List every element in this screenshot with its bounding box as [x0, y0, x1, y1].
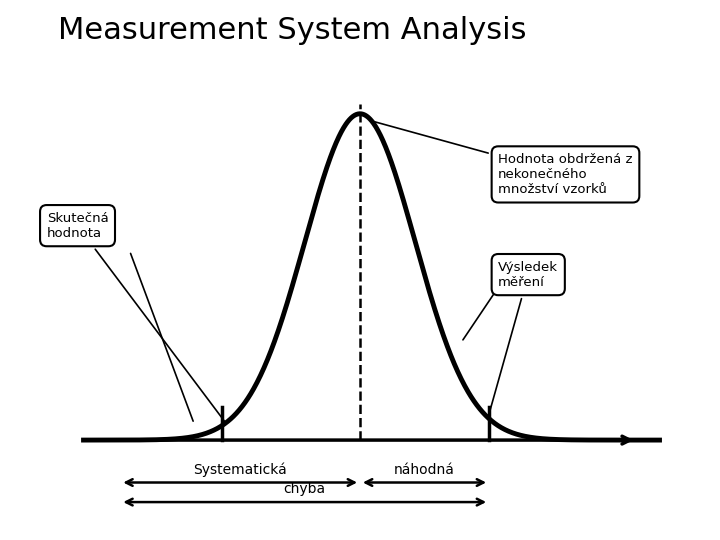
Text: Skutečná
hodnota: Skutečná hodnota [47, 212, 225, 422]
Text: Hodnota obdržená z
nekonečného
množství vzorků: Hodnota obdržená z nekonečného množství … [372, 121, 633, 196]
Text: Measurement System Analysis: Measurement System Analysis [58, 16, 526, 45]
Text: náhodná: náhodná [394, 463, 455, 477]
Text: chyba: chyba [284, 482, 325, 496]
Text: Výsledek
měření: Výsledek měření [490, 261, 558, 411]
Text: Systematická: Systematická [193, 462, 287, 477]
